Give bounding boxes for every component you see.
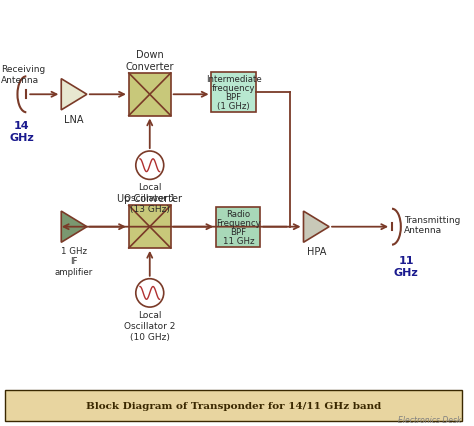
Text: Radio: Radio bbox=[226, 209, 250, 218]
Text: Oscillator 1: Oscillator 1 bbox=[124, 194, 175, 203]
Text: (13 GHz): (13 GHz) bbox=[130, 204, 170, 213]
Text: Frequency: Frequency bbox=[216, 218, 261, 227]
Bar bbox=[129, 74, 171, 116]
Text: Oscillator 2: Oscillator 2 bbox=[124, 321, 175, 330]
Polygon shape bbox=[61, 80, 87, 111]
Text: LNA: LNA bbox=[64, 115, 84, 124]
Circle shape bbox=[136, 279, 164, 307]
Text: Local: Local bbox=[138, 310, 162, 319]
Text: Local: Local bbox=[138, 183, 162, 192]
Text: 1 GHz
IF
amplifier: 1 GHz IF amplifier bbox=[55, 247, 93, 276]
Polygon shape bbox=[61, 212, 87, 243]
Text: 11 GHz: 11 GHz bbox=[222, 236, 254, 245]
Text: Up Converter: Up Converter bbox=[117, 193, 182, 204]
Bar bbox=[216, 207, 260, 247]
Text: Transmitting
Antenna: Transmitting Antenna bbox=[404, 215, 460, 234]
Text: BPF: BPF bbox=[226, 93, 242, 102]
Text: HPA: HPA bbox=[307, 247, 326, 256]
Text: frequency: frequency bbox=[212, 84, 255, 93]
Text: BPF: BPF bbox=[230, 227, 246, 236]
Text: Intermediate: Intermediate bbox=[206, 75, 262, 84]
Text: (10 GHz): (10 GHz) bbox=[130, 332, 170, 341]
Bar bbox=[5, 390, 462, 420]
Polygon shape bbox=[303, 212, 329, 243]
Circle shape bbox=[136, 152, 164, 180]
Text: Receiving
Antenna: Receiving Antenna bbox=[0, 65, 45, 85]
Text: 14
GHz: 14 GHz bbox=[9, 121, 34, 143]
Text: Electronics Desk: Electronics Desk bbox=[399, 415, 462, 424]
Text: (1 GHz): (1 GHz) bbox=[217, 101, 250, 111]
Text: 11
GHz: 11 GHz bbox=[393, 256, 419, 277]
Bar bbox=[211, 73, 256, 113]
Bar bbox=[129, 206, 171, 248]
Text: Down
Converter: Down Converter bbox=[126, 50, 174, 72]
Text: Block Diagram of Transponder for 14/11 GHz band: Block Diagram of Transponder for 14/11 G… bbox=[86, 401, 381, 410]
